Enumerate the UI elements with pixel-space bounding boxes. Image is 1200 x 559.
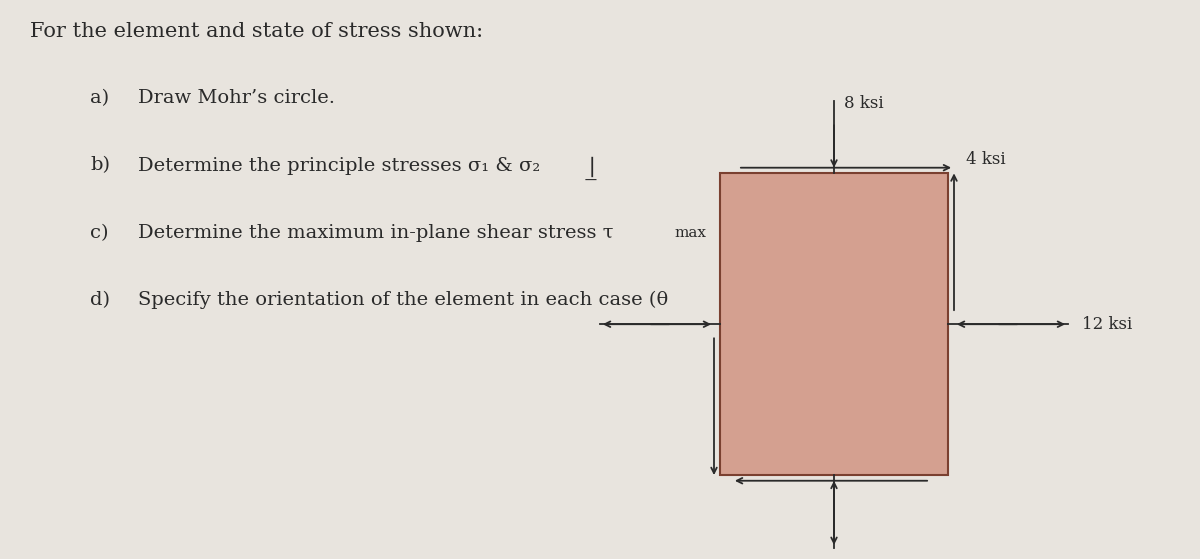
Text: b): b) <box>90 157 110 174</box>
Text: d): d) <box>90 291 110 309</box>
Bar <box>720 173 948 475</box>
Text: max: max <box>674 226 707 240</box>
Text: and θ: and θ <box>737 291 798 309</box>
Text: Determine the maximum in-plane shear stress τ: Determine the maximum in-plane shear str… <box>138 224 613 241</box>
Text: Determine the principle stresses σ₁ & σ₂: Determine the principle stresses σ₁ & σ₂ <box>138 157 540 174</box>
Text: Specify the orientation of the element in each case (θ: Specify the orientation of the element i… <box>138 291 668 309</box>
Text: ).: ). <box>809 291 822 309</box>
Text: p: p <box>722 293 732 307</box>
Text: 8 ksi: 8 ksi <box>844 95 883 112</box>
Text: c): c) <box>90 224 108 241</box>
Text: 4 ksi: 4 ksi <box>966 151 1006 168</box>
Text: ∣̲: ∣̲ <box>589 157 595 180</box>
Text: For the element and state of stress shown:: For the element and state of stress show… <box>30 22 484 41</box>
Text: s: s <box>794 293 803 307</box>
Text: 12 ksi: 12 ksi <box>1082 316 1133 333</box>
Text: Draw Mohr’s circle.: Draw Mohr’s circle. <box>138 89 335 107</box>
Text: a): a) <box>90 89 109 107</box>
